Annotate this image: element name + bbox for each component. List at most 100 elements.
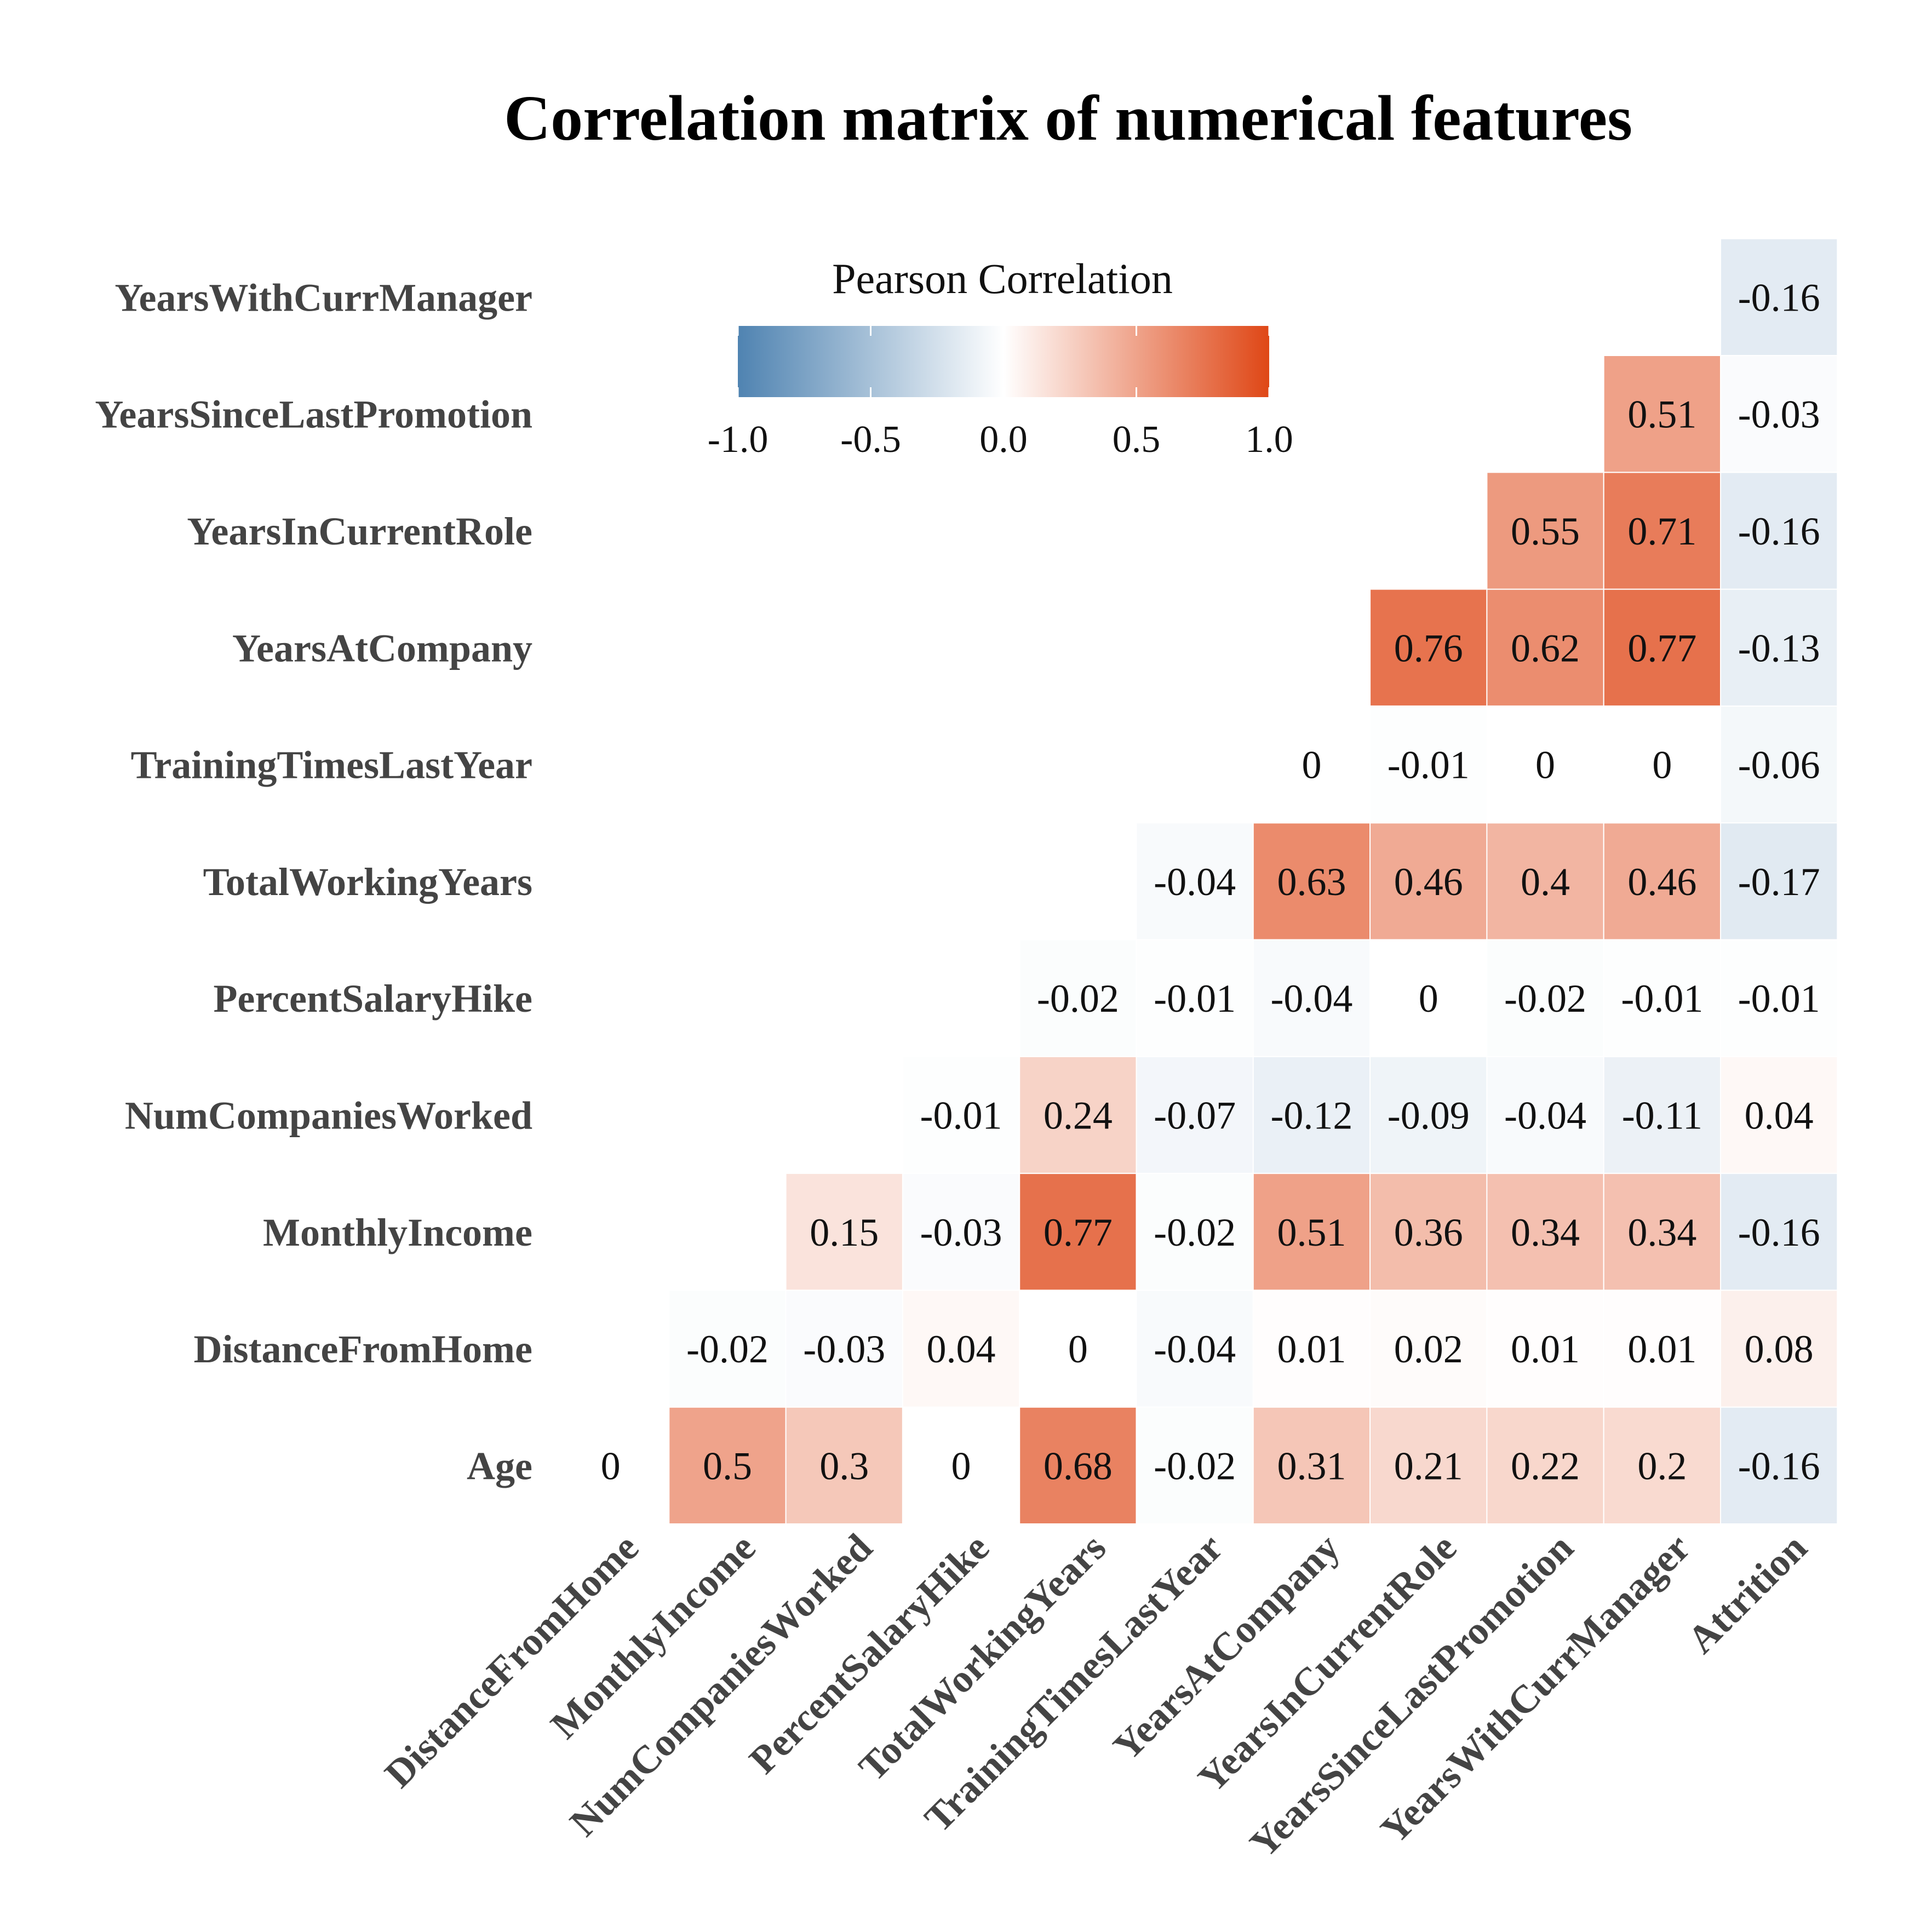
heatmap-cell (1369, 1289, 1488, 1408)
heatmap-cell (1252, 822, 1371, 941)
cell-value-label: 0.77 (1627, 626, 1696, 670)
heatmap-cell (1603, 822, 1721, 941)
cell-value-label: -0.02 (1504, 977, 1586, 1021)
heatmap-cell (1369, 1173, 1488, 1291)
cell-value-label: 0 (1652, 743, 1672, 787)
color-legend: Pearson Correlation -1.0 -0.5 0.0 0.5 1.0 (708, 255, 1293, 461)
cell-value-label: 0.36 (1394, 1211, 1463, 1254)
cell-value-label: 0 (951, 1444, 971, 1488)
cell-value-label: -0.01 (1621, 977, 1703, 1021)
cell-value-label: 0.02 (1394, 1327, 1463, 1371)
cell-value-label: 0 (1068, 1327, 1088, 1371)
heatmap-cell (1603, 1173, 1721, 1291)
cell-value-label: -0.07 (1154, 1093, 1236, 1137)
cell-value-label: 0.71 (1627, 509, 1696, 553)
heatmap-cell (1019, 939, 1137, 1057)
y-tick-label: PercentSalaryHike (213, 977, 532, 1021)
cell-value-label: 0.55 (1511, 509, 1580, 553)
heatmap-cell (1019, 1173, 1137, 1291)
cell-value-label: 0.01 (1627, 1327, 1696, 1371)
heatmap-cell (1603, 1406, 1721, 1524)
y-tick-label: YearsWithCurrManager (114, 276, 532, 319)
y-tick-label: NumCompaniesWorked (125, 1093, 532, 1137)
y-tick-label: TrainingTimesLastYear (131, 743, 532, 787)
heatmap-cell (1720, 705, 1838, 824)
heatmap-cell (1369, 705, 1488, 824)
cell-value-label: 0.15 (810, 1211, 879, 1254)
cell-value-label: 0.24 (1044, 1093, 1113, 1137)
heatmap-cell (1369, 588, 1488, 707)
cell-value-label: 0 (601, 1444, 621, 1488)
cell-value-label: -0.13 (1738, 626, 1820, 670)
heatmap-cell (1019, 1056, 1137, 1174)
heatmap-cell (1603, 1056, 1721, 1174)
heatmap-cell (1369, 822, 1488, 941)
legend-tick-label: -0.5 (840, 418, 901, 461)
legend-tick-label: 1.0 (1245, 418, 1293, 461)
heatmap-cell (902, 1406, 1021, 1524)
heatmap-cell (1369, 1406, 1488, 1524)
y-tick-label: DistanceFromHome (193, 1327, 532, 1371)
cell-value-label: 0.5 (703, 1444, 752, 1488)
heatmap-cell (1019, 1289, 1137, 1408)
heatmap-cell (1603, 588, 1721, 707)
heatmap-cell (1720, 1406, 1838, 1524)
y-tick-label: YearsInCurrentRole (187, 509, 532, 553)
y-tick-label: MonthlyIncome (263, 1211, 532, 1254)
x-axis-labels: DistanceFromHomeMonthlyIncomeNumCompanie… (376, 1526, 1815, 1866)
heatmap-cell (1136, 1289, 1254, 1408)
cell-value-label: 0.62 (1511, 626, 1580, 670)
heatmap-cell (1720, 238, 1838, 357)
cell-value-label: 0.3 (819, 1444, 869, 1488)
heatmap-cell (1136, 939, 1254, 1057)
cell-value-label: 0.01 (1277, 1327, 1346, 1371)
x-tick-label: Attrition (1679, 1526, 1815, 1662)
heatmap-cell (902, 1289, 1021, 1408)
cell-value-label: 0.21 (1394, 1444, 1463, 1488)
y-tick-label: YearsAtCompany (232, 626, 532, 670)
cell-value-label: -0.06 (1738, 743, 1820, 787)
cell-value-label: 0.51 (1627, 393, 1696, 437)
heatmap-cell (1486, 472, 1604, 590)
cell-value-label: -0.04 (1154, 860, 1236, 904)
x-tick-label: MonthlyIncome (542, 1526, 764, 1747)
cell-value-label: -0.09 (1388, 1093, 1470, 1137)
cell-value-label: 0.04 (927, 1327, 996, 1371)
heatmap-cell (785, 1173, 903, 1291)
cell-value-label: 0.01 (1511, 1327, 1580, 1371)
cell-value-label: -0.01 (1388, 743, 1470, 787)
cell-value-label: -0.02 (1154, 1211, 1236, 1254)
cell-value-label: -0.11 (1622, 1093, 1702, 1137)
legend-tick-label: -1.0 (708, 418, 769, 461)
cell-value-label: 0.51 (1277, 1211, 1346, 1254)
heatmap-cell (1486, 705, 1604, 824)
cell-value-label: -0.02 (1037, 977, 1119, 1021)
legend-color-bar (738, 326, 1269, 397)
heatmap-cell (1486, 1173, 1604, 1291)
cell-value-label: 0.2 (1637, 1444, 1687, 1488)
cell-value-label: 0.04 (1745, 1093, 1814, 1137)
legend-ticks: -1.0 -0.5 0.0 0.5 1.0 (708, 326, 1293, 461)
heatmap-cell (1136, 822, 1254, 941)
cell-value-label: 0 (1419, 977, 1438, 1021)
cell-value-label: -0.16 (1738, 276, 1820, 319)
heatmap-cell (1720, 822, 1838, 941)
heatmap-cell (1136, 1173, 1254, 1291)
heatmap-cell (1252, 1173, 1371, 1291)
y-tick-label: Age (467, 1444, 532, 1488)
heatmap-cell (1252, 705, 1371, 824)
cell-value-label: -0.03 (920, 1211, 1002, 1254)
cell-value-label: -0.01 (920, 1093, 1002, 1137)
heatmap-cell (1486, 939, 1604, 1057)
cell-value-label: 0.46 (1394, 860, 1463, 904)
cell-value-label: -0.04 (1270, 977, 1352, 1021)
heatmap-cell (1603, 355, 1721, 473)
cell-value-label: -0.17 (1738, 860, 1820, 904)
heatmap-cell (1252, 939, 1371, 1057)
cell-value-label: -0.16 (1738, 1444, 1820, 1488)
heatmap-cell (785, 1406, 903, 1524)
chart-title: Correlation matrix of numerical features (504, 82, 1632, 154)
cell-value-label: 0.4 (1521, 860, 1570, 904)
heatmap-cell (1720, 939, 1838, 1057)
heatmap-cell (1252, 1406, 1371, 1524)
